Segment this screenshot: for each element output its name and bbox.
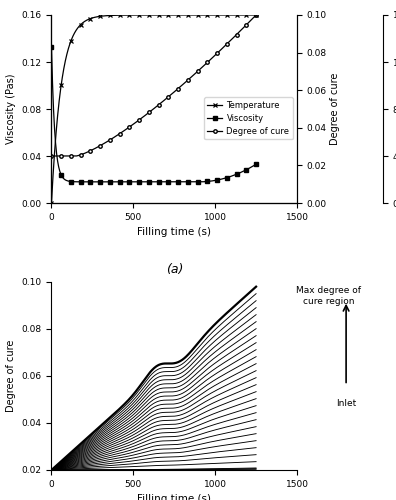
- Viscosity: [74, 179, 78, 185]
- Text: Inlet: Inlet: [336, 398, 356, 407]
- Y-axis label: Degree of cure: Degree of cure: [6, 340, 16, 412]
- Degree of cure: [130, 122, 135, 128]
- Temperature: [130, 12, 135, 18]
- Viscosity: [176, 179, 181, 185]
- Line: Temperature: Temperature: [49, 12, 259, 205]
- Y-axis label: Viscosity (Pas): Viscosity (Pas): [6, 74, 16, 144]
- Viscosity: [254, 161, 259, 167]
- Temperature: [254, 12, 259, 18]
- Viscosity: [49, 44, 54, 50]
- Legend: Temperature, Viscosity, Degree of cure: Temperature, Viscosity, Degree of cure: [204, 98, 293, 140]
- Text: (a): (a): [166, 263, 183, 276]
- Viscosity: [197, 179, 202, 185]
- Degree of cure: [116, 132, 120, 138]
- Temperature: [116, 12, 120, 18]
- Line: Degree of cure: Degree of cure: [50, 14, 258, 158]
- Temperature: [49, 200, 54, 206]
- X-axis label: Filling time (s): Filling time (s): [137, 228, 211, 237]
- Temperature: [178, 12, 183, 18]
- Viscosity: [130, 179, 135, 185]
- Viscosity: [178, 179, 183, 185]
- Degree of cure: [74, 153, 78, 159]
- Y-axis label: Degree of cure: Degree of cure: [329, 73, 340, 145]
- Degree of cure: [254, 12, 259, 18]
- Temperature: [74, 28, 78, 34]
- Degree of cure: [178, 84, 183, 90]
- X-axis label: Filling time (s): Filling time (s): [137, 494, 211, 500]
- Viscosity: [116, 179, 120, 185]
- Degree of cure: [197, 67, 202, 73]
- Line: Viscosity: Viscosity: [50, 45, 258, 184]
- Viscosity: [198, 179, 203, 185]
- Degree of cure: [49, 153, 54, 159]
- Degree of cure: [198, 66, 203, 72]
- Temperature: [198, 12, 203, 18]
- Text: Max degree of
cure region: Max degree of cure region: [297, 286, 362, 306]
- Temperature: [197, 12, 202, 18]
